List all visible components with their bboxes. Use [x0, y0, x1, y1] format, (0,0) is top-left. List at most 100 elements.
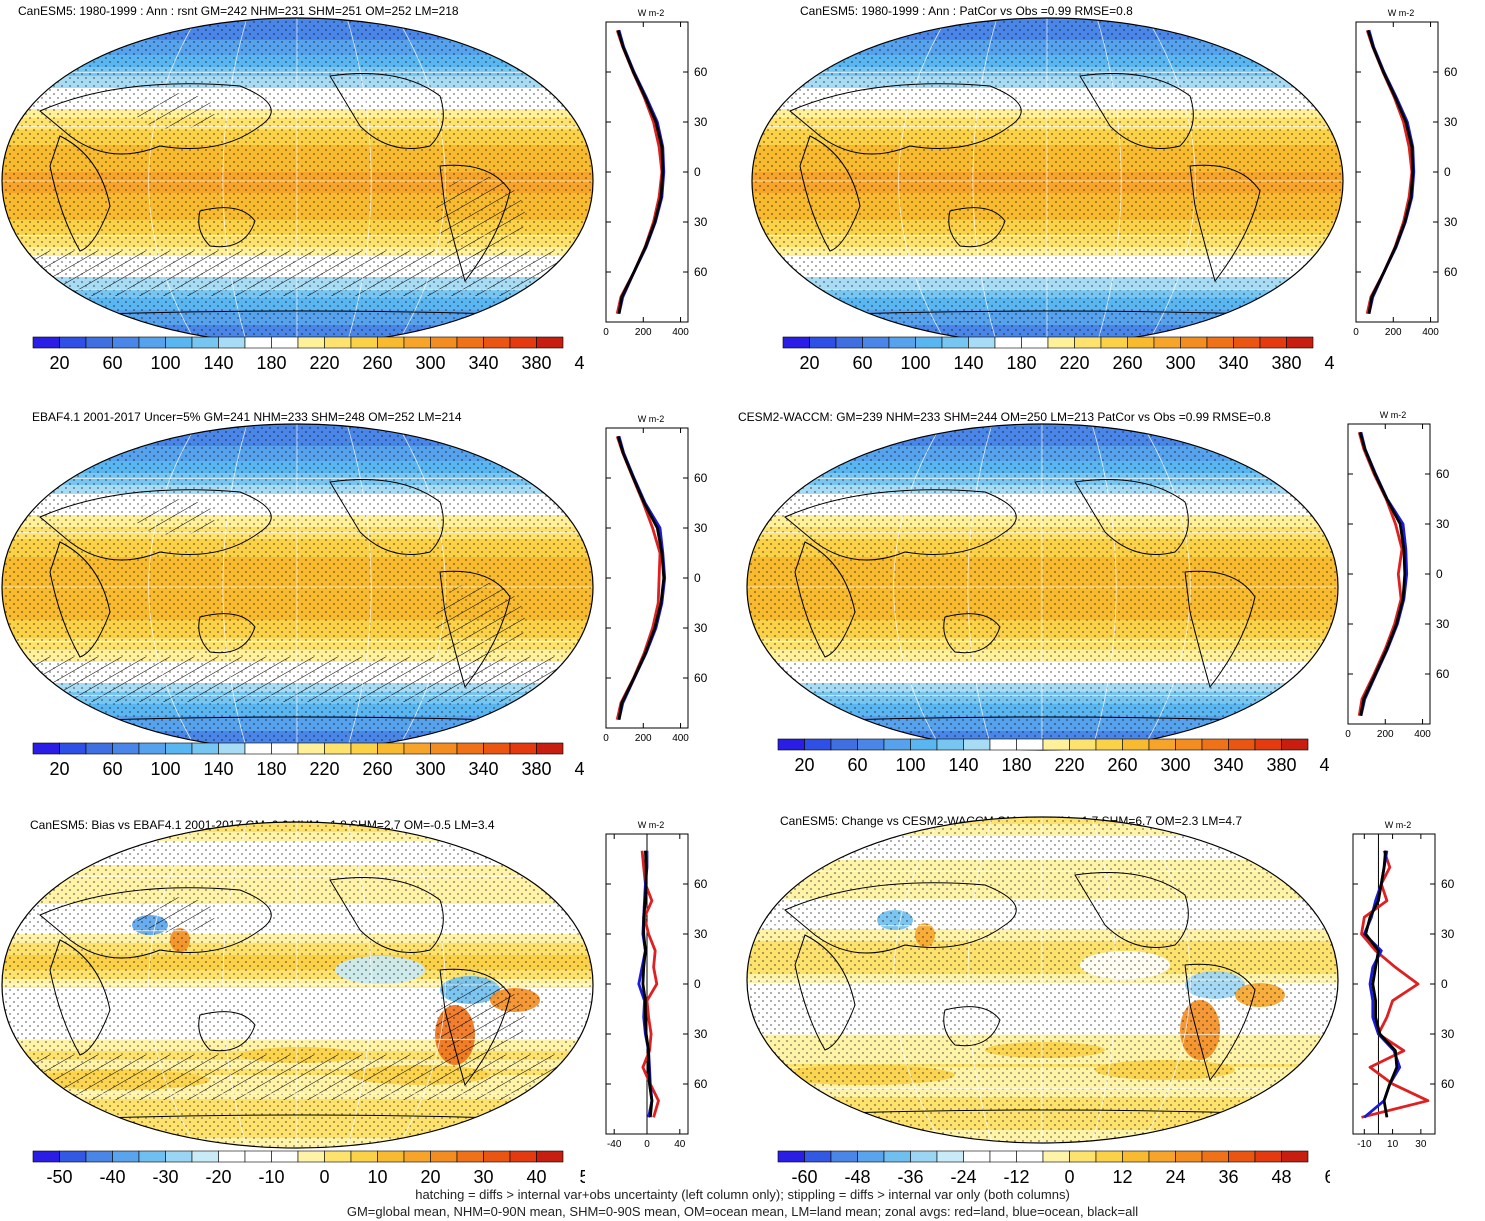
colorbar-swatch: [1021, 336, 1049, 349]
zonal-ytick-label: 30S: [694, 1027, 708, 1041]
zonal-mean-plot: W m-2 0 200 400 60N 30N 0 30S 60S: [1345, 410, 1450, 740]
colorbar-swatch: [271, 336, 299, 349]
zonal-xtick-label: 0: [1345, 729, 1351, 740]
colorbar-swatch: [1074, 336, 1102, 349]
zonal-ytick-label: 60N: [1441, 877, 1455, 891]
colorbar-label: 0: [319, 1167, 329, 1186]
colorbar-swatch: [1259, 336, 1287, 349]
colorbar-label: 300: [415, 759, 445, 778]
zonal-line-land: [1365, 29, 1414, 315]
zonal-ytick-label: 30N: [694, 521, 708, 535]
colorbar-swatch: [191, 336, 219, 349]
zonal-xtick-label: 40: [674, 1139, 686, 1150]
colorbar-swatch: [165, 1150, 193, 1163]
colorbar-swatch: [1175, 738, 1203, 751]
zonal-ytick-label: 0: [1444, 165, 1451, 179]
zonal-ytick-label: 60N: [694, 877, 708, 891]
colorbar-label: 30: [473, 1167, 493, 1186]
zonal-frame: [605, 427, 689, 729]
colorbar-swatch: [32, 336, 60, 349]
colorbar-swatch: [456, 336, 484, 349]
colorbar-swatch: [85, 742, 113, 755]
colorbar-swatch: [112, 742, 140, 755]
colorbar-label: 100: [150, 759, 180, 778]
zonal-line-all: [641, 850, 654, 1118]
colorbar-swatch: [59, 1150, 87, 1163]
zonal-ytick-label: 30S: [694, 215, 708, 229]
colorbar-label: -24: [950, 1167, 976, 1186]
hatch-region: [2, 1055, 593, 1100]
colorbar-swatch: [244, 1150, 272, 1163]
map-canesm5-patcor: [751, 17, 1344, 345]
map-outline: [1, 423, 594, 751]
colorbar-swatch: [536, 742, 564, 755]
zonal-xtick-label: 200: [1377, 729, 1394, 740]
colorbar-label: 140: [948, 755, 978, 774]
hatch-region: [135, 897, 215, 933]
colorbar-swatch: [509, 742, 537, 755]
zonal-ytick-label: 30S: [694, 621, 708, 635]
colorbar-label: 12: [1112, 1167, 1132, 1186]
colorbar-swatch: [777, 738, 805, 751]
colorbar-swatch: [963, 738, 991, 751]
map-outline: [751, 17, 1344, 345]
zonal-xtick-label: 0: [1353, 327, 1359, 338]
colorbar-label: 220: [309, 353, 339, 372]
graticule-meridian: [1141, 424, 1191, 750]
colorbar-swatch: [936, 1150, 964, 1163]
colorbar-label: 0: [1064, 1167, 1074, 1186]
colorbar-swatch: [1095, 738, 1123, 751]
colorbar-swatch: [297, 1150, 325, 1163]
colorbar-swatch: [271, 742, 299, 755]
colorbar-swatch: [218, 742, 246, 755]
colorbar-label: 420: [1324, 353, 1335, 372]
colorbar-swatch: [1122, 738, 1150, 751]
zonal-mean-plot: W m-2 -40 0 40 60N 30N 0 30S 60S: [605, 820, 708, 1150]
zonal-xtick-label: 400: [672, 327, 689, 338]
graticule-meridian: [222, 424, 248, 750]
colorbar-swatch: [1042, 738, 1070, 751]
colorbar-swatch: [1016, 738, 1044, 751]
graticule-meridian: [1141, 817, 1191, 1143]
zonal-line-all: [1364, 850, 1399, 1118]
colorbar-label: 100: [150, 353, 180, 372]
graticule-meridian: [1091, 817, 1117, 1143]
zonal-ytick-label: 0: [694, 977, 701, 991]
colorbar-swatch: [862, 336, 890, 349]
colorbar-swatch: [138, 742, 166, 755]
map-field: [2, 18, 593, 344]
colorbar-swatch: [350, 336, 378, 349]
footer-line-2: GM=global mean, NHM=0-90N mean, SHM=0-90…: [346, 1204, 1139, 1219]
coastline: [439, 164, 511, 283]
map-outline: [746, 816, 1339, 1144]
graticule-meridian: [893, 424, 943, 750]
colorbar: 20 60 100 140 180 220 260 300 340 380 420: [32, 336, 585, 372]
graticule-meridian: [396, 822, 446, 1148]
colorbar-swatch: [165, 742, 193, 755]
zonal-ytick-label: 30N: [694, 927, 708, 941]
colorbar-swatch: [888, 336, 916, 349]
coastline: [39, 887, 272, 959]
hatch-region: [2, 251, 593, 296]
colorbar-label: 180: [256, 353, 286, 372]
colorbar-swatch: [1148, 738, 1176, 751]
colorbar-swatch: [297, 742, 325, 755]
colorbar-swatch: [1286, 336, 1314, 349]
zonal-line-all: [616, 29, 665, 314]
colorbar-swatch: [32, 742, 60, 755]
coastline: [1074, 479, 1189, 555]
graticule-meridian: [967, 424, 993, 750]
colorbar-swatch: [1148, 1150, 1176, 1163]
colorbar-swatch: [835, 336, 863, 349]
colorbar-swatch: [804, 1150, 832, 1163]
zonal-ytick-label: 0: [694, 165, 701, 179]
coastline: [1184, 570, 1256, 689]
colorbar-label: 260: [1112, 353, 1142, 372]
zonal-unit-label: W m-2: [638, 820, 665, 830]
colorbar-swatch: [456, 1150, 484, 1163]
colorbar-swatch: [1122, 1150, 1150, 1163]
colorbar-swatch: [1016, 1150, 1044, 1163]
colorbar-swatch: [430, 336, 458, 349]
map-outline: [746, 423, 1339, 751]
graticule-meridian: [967, 817, 993, 1143]
